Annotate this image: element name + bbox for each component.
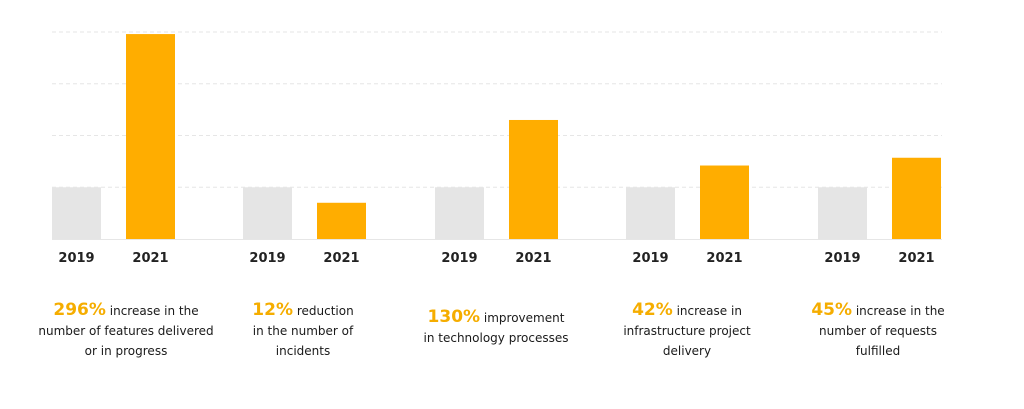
- caption-line: incidents: [275, 344, 331, 358]
- bar-2021: [700, 165, 749, 239]
- caption-infrastructure: 42% increase in infrastructure project d…: [592, 300, 782, 361]
- tick-label: 2021: [515, 251, 551, 266]
- caption-line: or in progress: [84, 344, 168, 358]
- caption-line: number of features delivered: [38, 324, 214, 338]
- bar-2019: [818, 187, 867, 239]
- caption-line: delivery: [662, 344, 712, 358]
- tick-label: 2021: [132, 251, 168, 266]
- tick-label: 2019: [632, 251, 668, 266]
- bar-2021: [126, 34, 175, 239]
- caption-lead: improvement: [483, 311, 565, 325]
- grid-lines: [52, 31, 942, 240]
- caption-lead: increase in the: [109, 304, 199, 318]
- tick-label: 2019: [441, 251, 477, 266]
- bars: [52, 34, 941, 239]
- bar-chart: 2019 2021 2019 2021 2019 2021 2019 2021 2019 2021: [52, 31, 942, 266]
- caption-incidents: 12% reduction in the number of incidents: [208, 300, 398, 361]
- tick-label: 2019: [249, 251, 285, 266]
- caption-line: fulfilled: [855, 344, 901, 358]
- tick-label: 2021: [323, 251, 359, 266]
- caption-lead: increase in: [676, 304, 742, 318]
- bar-2021: [892, 157, 941, 239]
- bar-2019: [243, 187, 292, 239]
- caption-requests: 45% increase in the number of requests f…: [783, 300, 973, 361]
- bar-2019: [626, 187, 675, 239]
- caption-line: in the number of: [252, 324, 354, 338]
- caption-line: number of requests: [819, 324, 937, 338]
- caption-lead: increase in the: [855, 304, 945, 318]
- tick-label: 2021: [898, 251, 934, 266]
- tick-label: 2019: [824, 251, 860, 266]
- caption-percent: 12%: [252, 300, 293, 320]
- tick-labels: 2019 2021 2019 2021 2019 2021 2019 2021 2019 2021: [58, 251, 934, 266]
- caption-technology: 130% improvement in technology processes: [401, 307, 591, 348]
- bar-2019: [435, 187, 484, 239]
- bar-2019: [52, 187, 101, 239]
- bar-2021: [317, 202, 366, 239]
- caption-lead: reduction: [296, 304, 354, 318]
- bar-2021: [509, 119, 558, 239]
- caption-line: infrastructure project: [623, 324, 751, 338]
- caption-percent: 296%: [53, 300, 106, 320]
- caption-line: in technology processes: [423, 331, 569, 345]
- caption-percent: 45%: [811, 300, 853, 320]
- caption-percent: 42%: [632, 300, 673, 320]
- tick-label: 2021: [706, 251, 742, 266]
- caption-features: 296% increase in the number of features …: [31, 300, 221, 361]
- tick-label: 2019: [58, 251, 94, 266]
- caption-percent: 130%: [427, 307, 481, 327]
